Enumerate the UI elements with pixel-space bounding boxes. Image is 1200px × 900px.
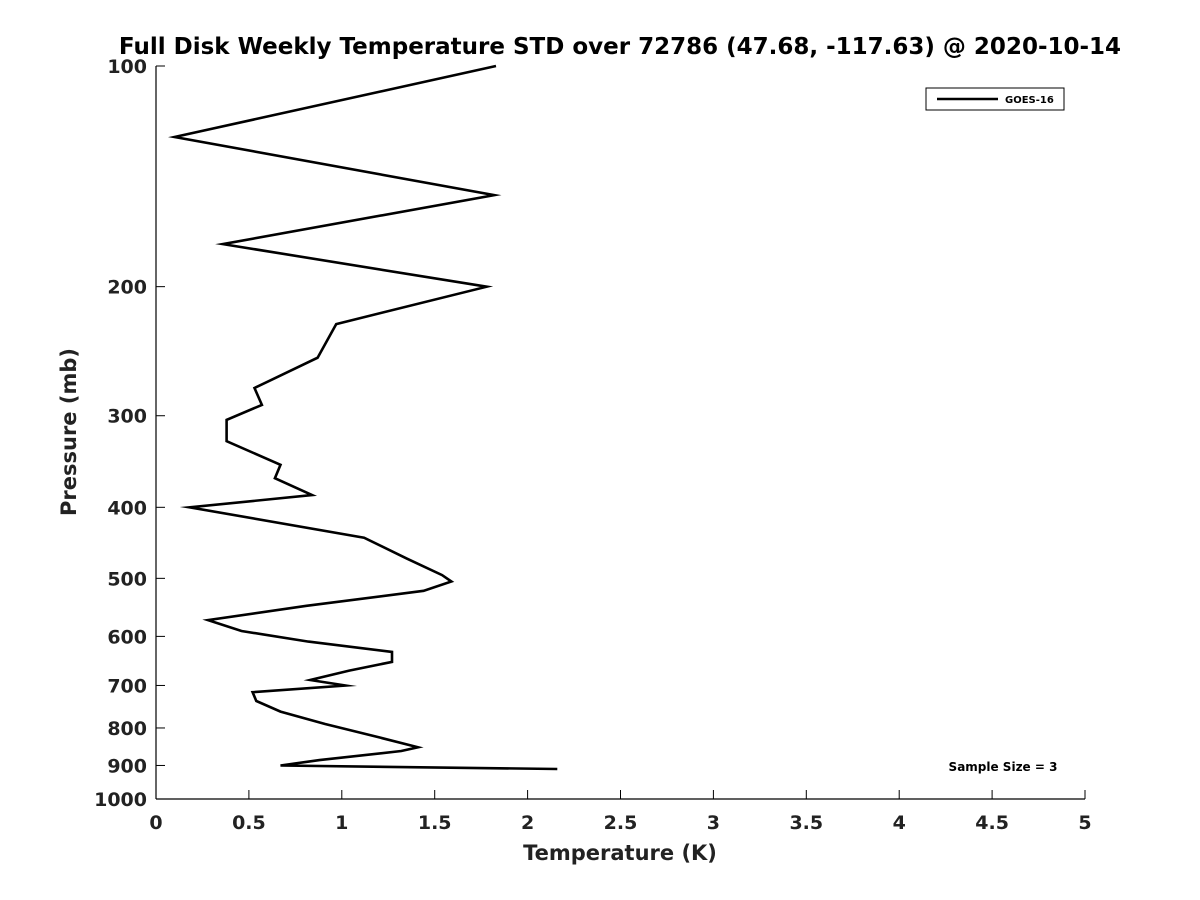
legend: GOES-16 <box>925 87 1065 111</box>
x-tick-label: 1.5 <box>418 812 452 834</box>
y-tick-label: 700 <box>107 675 147 697</box>
y-tick-label: 500 <box>107 568 147 590</box>
y-tick-label: 900 <box>107 755 147 777</box>
x-axis-label: Temperature (K) <box>523 841 717 865</box>
x-tick-label: 2 <box>521 812 534 834</box>
x-tick-label: 4.5 <box>975 812 1009 834</box>
axes: 0 0.5 1 1.5 2 2.5 3 3.5 4 4.5 5 100 200 300 400 500 600 7… <box>94 56 1092 834</box>
y-tick-label: 200 <box>107 277 147 299</box>
y-tick-label: 1000 <box>94 789 147 811</box>
x-tick-label: 1 <box>335 812 348 834</box>
x-tick-label: 0 <box>149 812 162 834</box>
x-tick-label: 5 <box>1078 812 1091 834</box>
sample-size-annotation: Sample Size = 3 <box>949 760 1058 774</box>
y-tick-label: 100 <box>107 56 147 78</box>
series-line-goes-16 <box>168 64 558 771</box>
y-tick-label: 800 <box>107 718 147 740</box>
plot-area <box>168 64 558 771</box>
legend-label-goes-16: GOES-16 <box>1005 95 1054 106</box>
x-tick-label: 3.5 <box>789 812 823 834</box>
y-tick-label: 400 <box>107 497 147 519</box>
y-tick-label: 300 <box>107 406 147 428</box>
y-tick-label: 600 <box>107 626 147 648</box>
x-tick-label: 3 <box>707 812 720 834</box>
x-tick-label: 4 <box>893 812 906 834</box>
x-tick-label: 2.5 <box>604 812 638 834</box>
chart-title: Full Disk Weekly Temperature STD over 72… <box>119 34 1121 60</box>
x-tick-label: 0.5 <box>232 812 266 834</box>
y-axis-label: Pressure (mb) <box>57 348 81 516</box>
